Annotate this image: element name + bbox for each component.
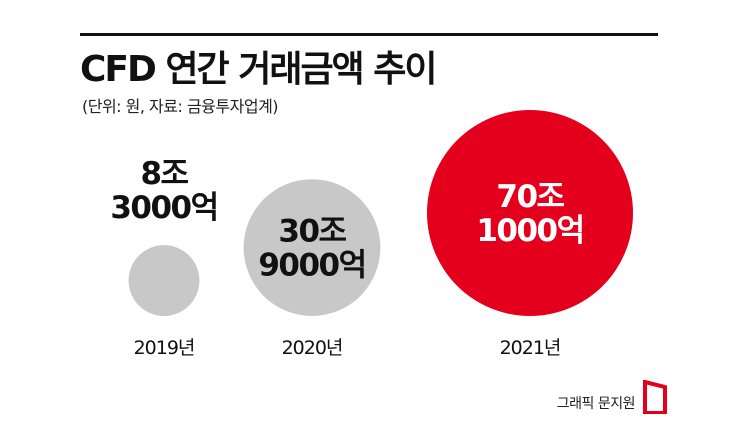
bubble-2020년 [243, 179, 381, 316]
year-label-2020년: 2020년 [282, 337, 343, 359]
chart-subtitle: (단위: 원, 자료: 금융투자업계) [82, 97, 279, 116]
bubble-2021년 [427, 110, 633, 316]
bubble-2019년 [128, 245, 200, 316]
chart-title: CFD 연간 거래금액 추이 [80, 49, 437, 90]
year-label-2021년: 2021년 [500, 337, 561, 359]
graphic-credit: 그래픽 문지원 [556, 396, 636, 412]
value-label-2019년-1: 3000억 [110, 190, 217, 226]
publisher-logo-icon [643, 380, 667, 414]
year-label-2019년: 2019년 [134, 337, 195, 359]
value-label-2020년-0: 30조 [278, 214, 346, 250]
top-rule [80, 33, 658, 36]
value-label-2021년-0: 70조 [496, 179, 564, 215]
value-label-2021년-1: 1000억 [476, 213, 583, 249]
value-label-2020년-1: 9000억 [258, 248, 365, 284]
value-label-2019년-0: 8조 [140, 156, 188, 192]
